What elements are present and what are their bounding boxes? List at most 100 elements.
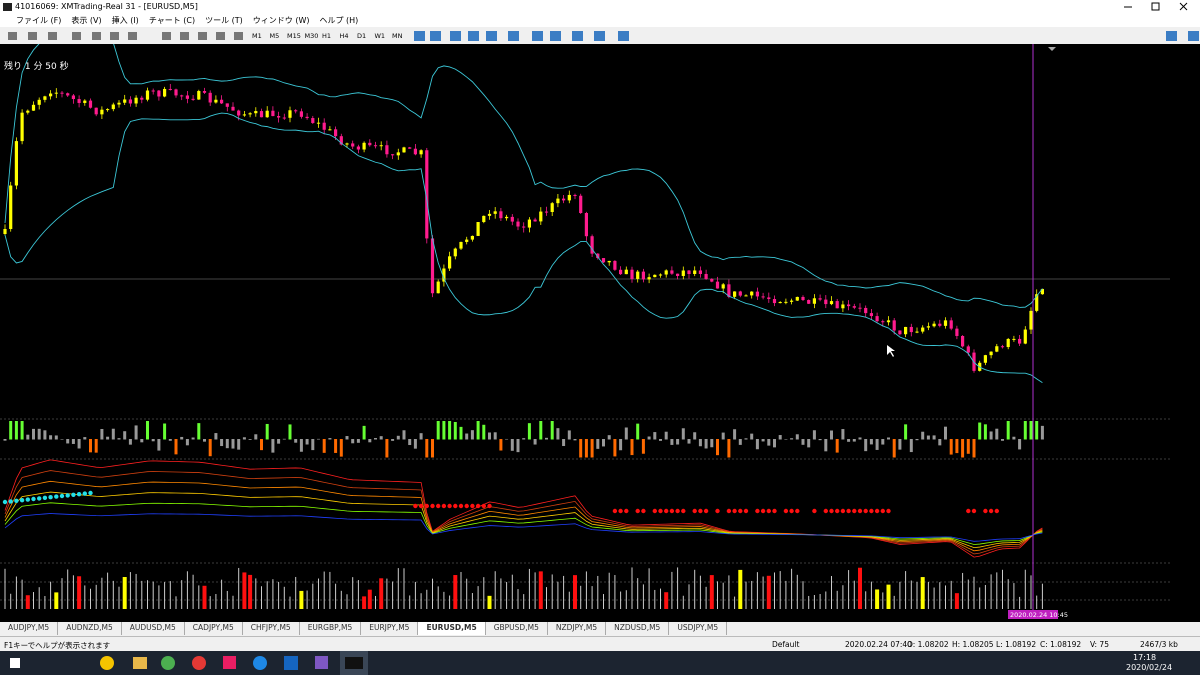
tool-icon[interactable] xyxy=(486,31,497,41)
menu-item[interactable]: チャート (C) xyxy=(148,16,196,25)
status-bar: F1キーでヘルプが表示されます Default 2020.02.24 07:40… xyxy=(0,636,1200,651)
volume-bar xyxy=(557,581,559,609)
volume-bar xyxy=(346,594,348,609)
histogram-bar xyxy=(493,432,497,440)
chart-tab[interactable]: AUDUSD,M5 xyxy=(122,622,185,635)
volume-bar xyxy=(352,577,354,609)
volume-bar xyxy=(202,585,207,609)
timeframe-button[interactable]: H1 xyxy=(322,32,332,40)
tool-icon[interactable] xyxy=(110,32,119,40)
chart-tab[interactable]: AUDJPY,M5 xyxy=(0,622,59,635)
tool-icon[interactable] xyxy=(198,32,207,40)
chart-tab[interactable]: EURUSD,M5 xyxy=(418,622,486,635)
histogram-bar xyxy=(995,428,999,440)
tool-icon[interactable] xyxy=(72,32,81,40)
timeframe-button[interactable]: W1 xyxy=(374,32,386,40)
signal-dot xyxy=(76,492,82,497)
volume-bar xyxy=(819,593,821,609)
volume-bar xyxy=(996,572,998,609)
tool-icon[interactable] xyxy=(180,32,189,40)
menu-item[interactable]: ファイル (F) xyxy=(16,16,62,25)
tool-icon[interactable] xyxy=(618,31,629,41)
candle-body xyxy=(778,302,782,304)
tool-icon[interactable] xyxy=(414,31,425,41)
signal-dot xyxy=(618,508,623,514)
histogram-bar xyxy=(1040,425,1044,440)
timeframe-button[interactable]: MN xyxy=(392,32,403,40)
candle-body xyxy=(653,274,657,278)
signal-dot xyxy=(441,503,447,509)
timeframe-button[interactable]: H4 xyxy=(339,32,349,40)
chart-tab[interactable]: USDJPY,M5 xyxy=(669,622,728,635)
timeframe-button[interactable]: M30 xyxy=(304,32,319,40)
chart-tab[interactable]: CADJPY,M5 xyxy=(185,622,243,635)
candle-body xyxy=(9,185,13,230)
tool-icon[interactable] xyxy=(28,32,37,40)
candle-body xyxy=(533,219,537,222)
timeframe-button[interactable]: M1 xyxy=(252,32,262,40)
signal-dot xyxy=(675,508,680,514)
histogram-bar xyxy=(322,439,326,453)
tool-icon[interactable] xyxy=(572,31,583,41)
chart-tab[interactable]: NZDJPY,M5 xyxy=(548,622,607,635)
timeframe-button[interactable]: M15 xyxy=(287,32,301,40)
volume-bar xyxy=(261,586,262,609)
candle-body xyxy=(453,248,457,257)
menu-item[interactable]: ヘルプ (H) xyxy=(319,16,359,25)
tool-icon[interactable] xyxy=(450,31,461,41)
tool-icon[interactable] xyxy=(430,31,441,41)
volume-bar xyxy=(620,591,622,609)
histogram-bar xyxy=(812,430,816,440)
timeframe-button[interactable]: D1 xyxy=(357,32,367,40)
chart-tab[interactable]: EURGBP,M5 xyxy=(300,622,362,635)
candle-body xyxy=(812,298,816,304)
mouse-cursor xyxy=(887,345,895,357)
ma-line xyxy=(4,480,1043,552)
tool-icon[interactable] xyxy=(508,31,519,41)
histogram-bar xyxy=(584,439,588,458)
candle-body xyxy=(647,277,651,280)
chart-tab[interactable]: CHFJPY,M5 xyxy=(243,622,300,635)
tool-icon[interactable] xyxy=(8,32,17,40)
menu-item[interactable]: 挿入 (I) xyxy=(111,16,139,25)
histogram-bar xyxy=(43,430,47,440)
histogram-bar xyxy=(755,439,759,450)
tool-icon[interactable] xyxy=(550,31,561,41)
histogram-bar xyxy=(185,439,189,446)
tool-icon[interactable] xyxy=(162,32,171,40)
tool-icon[interactable] xyxy=(128,32,137,40)
volume-bar xyxy=(10,593,12,609)
histogram-bar xyxy=(220,439,224,447)
signal-dot xyxy=(470,503,475,509)
tool-icon[interactable] xyxy=(92,32,101,40)
candle-body xyxy=(106,109,110,111)
candle-body xyxy=(1035,294,1039,311)
tool-icon[interactable] xyxy=(468,31,479,41)
tool-icon[interactable] xyxy=(1188,31,1199,41)
tool-icon[interactable] xyxy=(48,32,57,40)
volume-bar xyxy=(865,591,867,609)
menu-item[interactable]: ウィンドウ (W) xyxy=(252,16,310,25)
tool-icon[interactable] xyxy=(234,32,243,40)
tool-icon[interactable] xyxy=(594,31,605,41)
candle-body xyxy=(784,301,788,303)
histogram-bar xyxy=(174,439,178,455)
candle-body xyxy=(100,109,104,115)
candle-body xyxy=(767,297,771,300)
chart-tab[interactable]: EURJPY,M5 xyxy=(361,622,419,635)
tool-icon[interactable] xyxy=(216,32,225,40)
candle-body xyxy=(60,92,64,94)
menu-item[interactable]: 表示 (V) xyxy=(71,16,102,25)
menu-item[interactable]: ツール (T) xyxy=(205,16,243,25)
tool-icon[interactable] xyxy=(532,31,543,41)
chart-tab[interactable]: GBPUSD,M5 xyxy=(486,622,548,635)
histogram-bar xyxy=(750,433,754,440)
chart-tab[interactable]: NZDUSD,M5 xyxy=(606,622,670,635)
signal-dot xyxy=(692,508,697,514)
tool-icon[interactable] xyxy=(1166,31,1177,41)
timeframe-button[interactable]: M5 xyxy=(269,32,280,40)
histogram-bar xyxy=(197,423,201,440)
candle-body xyxy=(385,145,389,155)
chart-tab[interactable]: AUDNZD,M5 xyxy=(58,622,122,635)
signal-dot xyxy=(418,503,424,509)
